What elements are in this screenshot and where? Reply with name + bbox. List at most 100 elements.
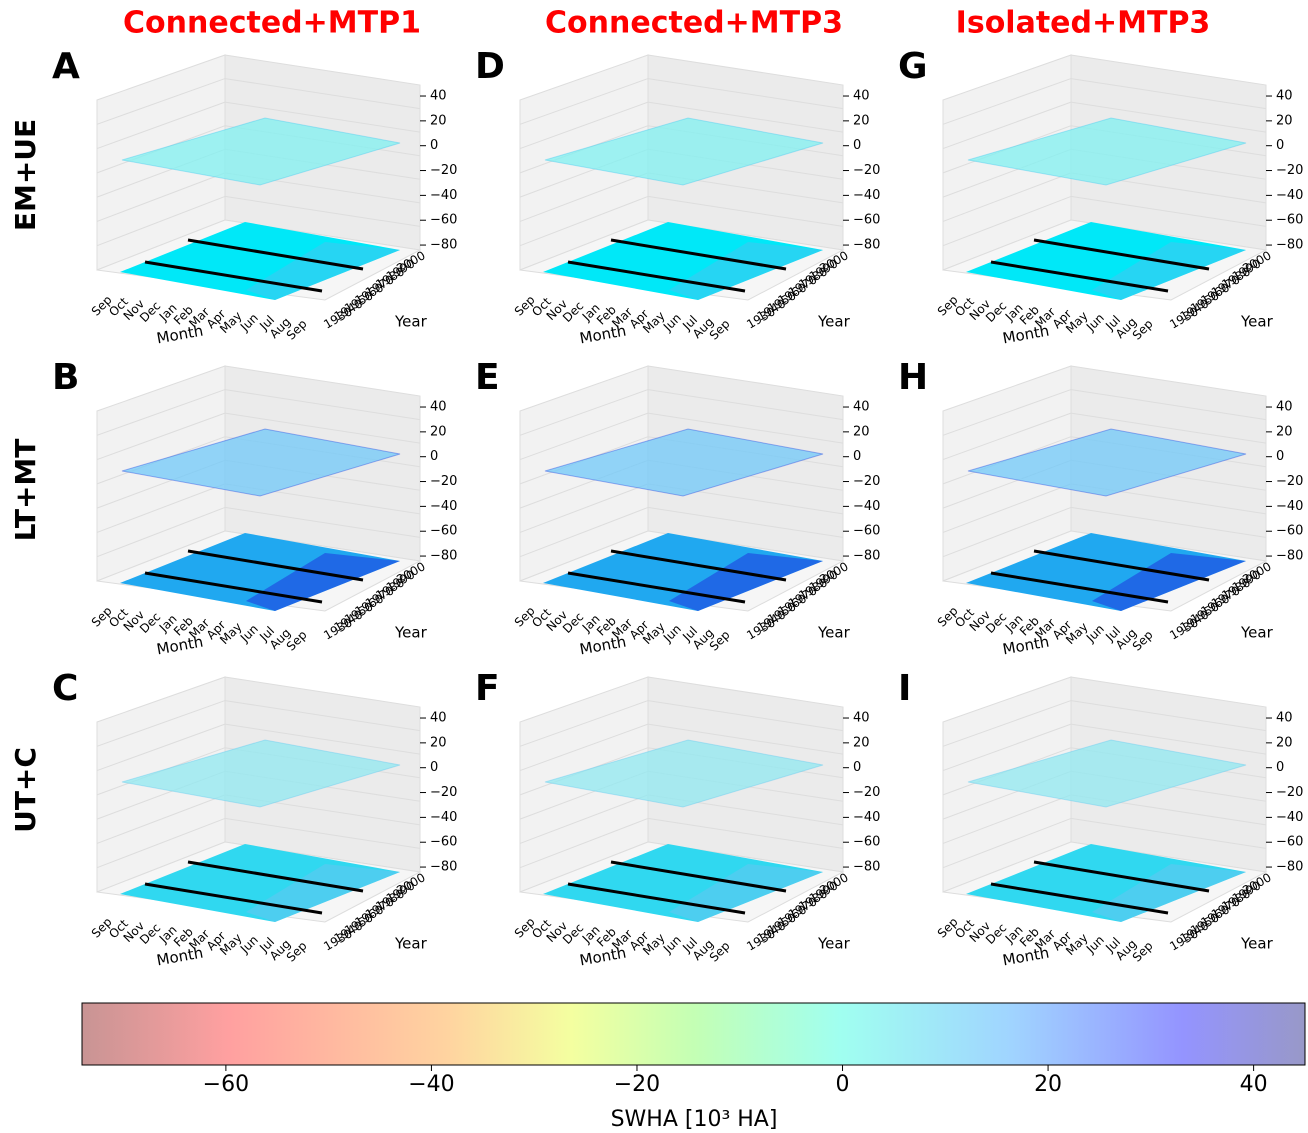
pane-grid <box>519 78 649 125</box>
pane-grid <box>224 195 421 227</box>
y-axis-label: Year <box>394 624 428 642</box>
pane-grid <box>942 794 1072 844</box>
column-title: Connected+MTP3 <box>545 6 843 41</box>
y-axis-label: Year <box>817 935 851 953</box>
pane-grid <box>519 506 649 558</box>
z-tick-label: −60 <box>1276 835 1303 850</box>
z-tick-label: 0 <box>853 760 861 775</box>
x-axis-label: Month <box>155 633 204 659</box>
pane-grid <box>647 412 844 444</box>
z-tick-label: 20 <box>1276 113 1293 128</box>
floor-line <box>567 571 746 604</box>
pane-grid <box>96 389 226 436</box>
floor-map <box>120 533 400 611</box>
panel-letter: I <box>898 668 911 709</box>
z-tick-label: −40 <box>1276 499 1303 514</box>
pane-grid <box>519 195 649 247</box>
z-tick-label: −20 <box>1276 785 1303 800</box>
pane-grid <box>647 817 844 849</box>
z-tick-label: 0 <box>430 449 438 464</box>
floor-line <box>990 260 1169 293</box>
z-tick-label: −20 <box>1276 474 1303 489</box>
x-axis-label: Month <box>1001 322 1050 348</box>
z-tick-label: 20 <box>853 424 870 439</box>
z-tick-label: −20 <box>1276 163 1303 178</box>
z-tick-label: −60 <box>1276 213 1303 228</box>
colorbar-tick-label: 40 <box>1240 1072 1268 1097</box>
colorbar-tick-label: −40 <box>408 1072 454 1097</box>
z-tick-label: 40 <box>1276 711 1293 726</box>
pane-grid <box>224 723 421 755</box>
panel-letter: F <box>475 668 500 709</box>
panel-letter: G <box>898 46 928 87</box>
z-tick-label: −80 <box>853 860 880 875</box>
x-axis-label: Month <box>578 944 627 970</box>
pane-grid <box>519 817 649 869</box>
x-axis-label: Month <box>155 944 204 970</box>
panel: G40200−20−40−60−80SepOctNovDecJanFebMarA… <box>898 46 1303 347</box>
colorbar-tick-label: 0 <box>836 1072 850 1097</box>
floor-line <box>567 260 746 293</box>
pane-grid <box>942 101 1072 150</box>
z-tick-label: −60 <box>853 524 880 539</box>
pane-grid <box>96 412 226 461</box>
z-tick-label: 40 <box>1276 400 1293 415</box>
floor-line <box>610 238 787 271</box>
panel-letter: D <box>475 46 505 87</box>
z-tick-label: −60 <box>430 213 457 228</box>
surface <box>544 739 824 808</box>
z-tick-label: 40 <box>430 400 447 415</box>
floor-line <box>187 549 364 582</box>
z-tick-label: 40 <box>430 711 447 726</box>
row-label: LT+MT <box>9 439 42 542</box>
floor-line <box>610 549 787 582</box>
pane-grid <box>1070 700 1267 732</box>
pane-grid <box>1070 506 1267 538</box>
z-tick-label: −80 <box>1276 549 1303 564</box>
pane-grid <box>942 723 1072 772</box>
x-axis-label: Month <box>155 322 204 348</box>
pane-grid <box>96 794 226 844</box>
pane-grid <box>96 483 226 533</box>
pane-grid <box>224 101 421 133</box>
pane-grid <box>942 483 1072 533</box>
panel-letter: E <box>475 357 500 398</box>
pane-grid <box>1070 101 1267 133</box>
floor-line <box>567 882 746 915</box>
pane-grid <box>942 172 1072 222</box>
z-tick-label: −20 <box>853 163 880 178</box>
colorbar <box>81 1002 1306 1066</box>
x-axis-label: Month <box>1001 633 1050 659</box>
pane-grid <box>519 412 649 461</box>
floor-line <box>1033 860 1210 893</box>
pane-grid <box>942 389 1072 436</box>
floor-line <box>144 882 323 915</box>
row-label: EM+UE <box>9 119 42 231</box>
floor-map <box>120 844 400 922</box>
x-axis-label: Month <box>578 322 627 348</box>
y-axis-label: Year <box>1240 313 1274 331</box>
panel: D40200−20−40−60−80SepOctNovDecJanFebMarA… <box>475 46 880 347</box>
z-tick-label: −40 <box>430 188 457 203</box>
pane-grid <box>519 723 649 772</box>
pane-grid <box>647 389 844 421</box>
pane-grid <box>647 101 844 133</box>
z-tick-label: 20 <box>430 424 447 439</box>
y-axis-label: Year <box>1240 935 1274 953</box>
colorbar-label: SWHA [10³ HA] <box>611 1107 778 1132</box>
y-axis-label: Year <box>394 313 428 331</box>
surface <box>544 117 824 186</box>
floor-map <box>966 844 1246 922</box>
floor-line <box>144 260 323 293</box>
z-tick-label: −60 <box>853 213 880 228</box>
z-tick-label: 0 <box>1276 449 1284 464</box>
z-tick-label: 0 <box>853 138 861 153</box>
z-tick-label: −80 <box>430 238 457 253</box>
y-axis-label: Year <box>817 313 851 331</box>
pane-grid <box>96 101 226 150</box>
z-tick-label: −40 <box>853 810 880 825</box>
z-tick-label: −40 <box>430 810 457 825</box>
pane-grid <box>96 78 226 125</box>
panel: B40200−20−40−60−80SepOctNovDecJanFebMarA… <box>52 357 457 658</box>
